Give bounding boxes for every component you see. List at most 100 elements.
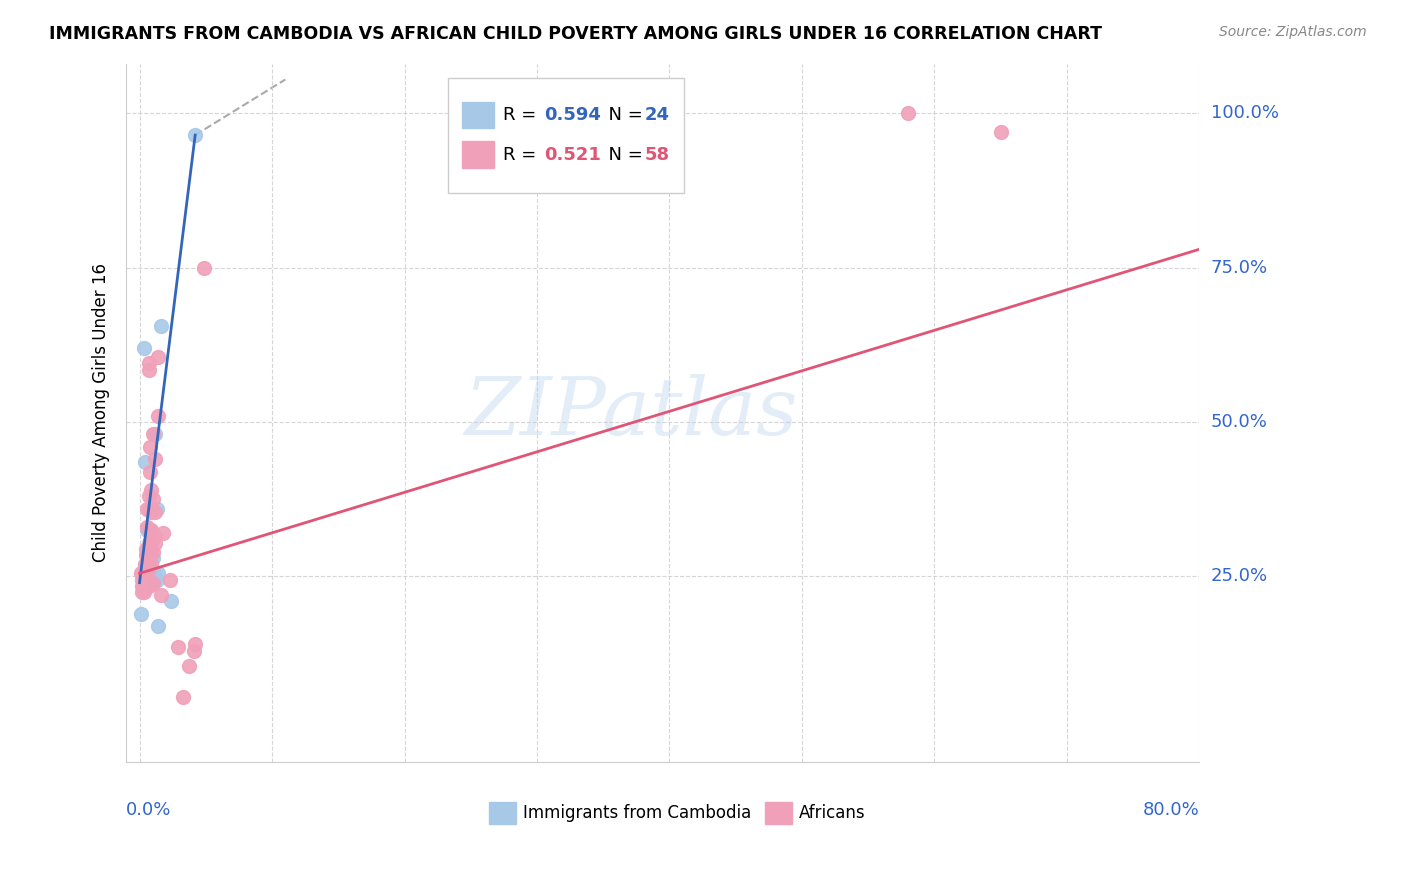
Point (141, 566, 163, 581)
Point (138, 489, 160, 503)
Point (129, 607, 152, 621)
Text: 24: 24 (644, 106, 669, 124)
Point (139, 554, 162, 568)
Text: 25.0%: 25.0% (1211, 567, 1268, 585)
Text: R =: R = (503, 106, 541, 124)
Point (145, 505, 167, 519)
Point (184, 128, 207, 142)
Text: Source: ZipAtlas.com: Source: ZipAtlas.com (1219, 25, 1367, 39)
Y-axis label: Child Poverty Among Girls Under 16: Child Poverty Among Girls Under 16 (93, 263, 110, 562)
Point (142, 575, 165, 590)
Point (146, 566, 169, 581)
Point (138, 541, 160, 556)
Point (139, 560, 162, 574)
Point (142, 427, 165, 442)
Point (138, 523, 160, 537)
Text: Immigrants from Cambodia: Immigrants from Cambodia (523, 805, 752, 822)
Point (141, 483, 163, 497)
Point (143, 566, 166, 581)
Point (143, 573, 166, 587)
Point (135, 541, 157, 556)
FancyBboxPatch shape (463, 142, 495, 168)
Text: 0.594: 0.594 (544, 106, 600, 124)
Text: 58: 58 (644, 145, 669, 164)
Point (132, 579, 155, 593)
Point (139, 501, 162, 516)
Point (138, 362, 160, 376)
Point (159, 573, 181, 587)
Point (132, 341, 155, 355)
Point (141, 541, 163, 556)
Point (139, 560, 162, 574)
Point (142, 492, 165, 507)
Text: 0.521: 0.521 (544, 145, 600, 164)
Text: 0.0%: 0.0% (127, 800, 172, 819)
Point (131, 579, 153, 593)
Text: 75.0%: 75.0% (1211, 259, 1268, 277)
Point (135, 573, 157, 587)
Point (138, 560, 160, 574)
Point (897, 106, 920, 120)
Point (146, 573, 169, 587)
Point (136, 520, 159, 534)
Point (136, 560, 159, 574)
Point (990, 125, 1012, 139)
Point (132, 585, 155, 599)
Point (142, 545, 165, 559)
Point (131, 585, 153, 599)
Point (142, 533, 165, 547)
Point (132, 582, 155, 596)
Point (136, 548, 159, 562)
FancyBboxPatch shape (449, 78, 685, 193)
Point (129, 566, 152, 581)
Point (146, 501, 169, 516)
Point (141, 505, 163, 519)
Point (139, 523, 162, 537)
Point (131, 573, 153, 587)
Text: 100.0%: 100.0% (1211, 104, 1278, 122)
Point (146, 409, 169, 423)
Text: ZIPatlas: ZIPatlas (464, 374, 797, 451)
Text: R =: R = (503, 145, 541, 164)
Point (152, 526, 174, 541)
FancyBboxPatch shape (765, 802, 792, 824)
Point (139, 465, 162, 479)
Text: IMMIGRANTS FROM CAMBODIA VS AFRICAN CHILD POVERTY AMONG GIRLS UNDER 16 CORRELATI: IMMIGRANTS FROM CAMBODIA VS AFRICAN CHIL… (49, 25, 1102, 43)
Point (139, 440, 162, 454)
Point (160, 594, 183, 608)
Point (136, 566, 159, 581)
Point (135, 560, 157, 574)
Point (138, 579, 160, 593)
Text: N =: N = (598, 106, 650, 124)
Text: 80.0%: 80.0% (1143, 800, 1199, 819)
Point (141, 523, 163, 537)
Point (132, 573, 155, 587)
Point (177, 659, 200, 673)
FancyBboxPatch shape (489, 802, 516, 824)
Point (136, 523, 159, 537)
Point (141, 557, 163, 571)
Point (141, 557, 163, 571)
Text: N =: N = (598, 145, 650, 164)
Point (145, 535, 167, 549)
Point (149, 588, 172, 602)
Point (193, 260, 215, 275)
Point (138, 356, 160, 370)
Point (145, 452, 167, 467)
Point (149, 319, 172, 334)
Point (145, 529, 167, 543)
Point (183, 643, 205, 657)
Text: Africans: Africans (799, 805, 866, 822)
Point (134, 455, 156, 469)
Point (184, 637, 207, 651)
Point (134, 566, 156, 581)
Point (141, 566, 163, 581)
Text: 50.0%: 50.0% (1211, 413, 1267, 431)
Point (145, 427, 167, 442)
Point (134, 566, 156, 581)
Point (138, 535, 160, 549)
Point (146, 351, 169, 365)
Point (135, 579, 157, 593)
Point (142, 550, 165, 565)
FancyBboxPatch shape (463, 102, 495, 128)
